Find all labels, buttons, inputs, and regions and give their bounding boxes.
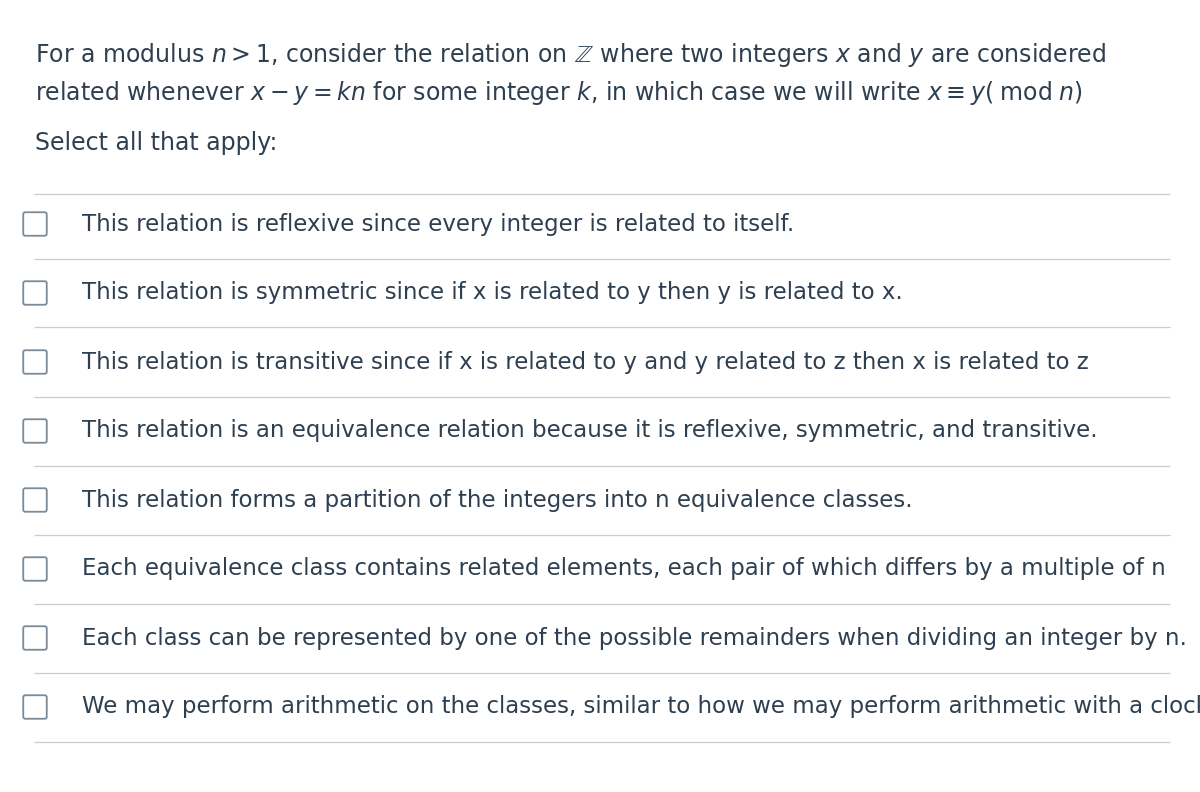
Text: This relation is reflexive since every integer is related to itself.: This relation is reflexive since every i…: [82, 212, 794, 235]
Text: Each class can be represented by one of the possible remainders when dividing an: Each class can be represented by one of …: [82, 626, 1187, 649]
Text: This relation is transitive since if x is related to y and y related to z then x: This relation is transitive since if x i…: [82, 351, 1088, 374]
Text: This relation is an equivalence relation because it is reflexive, symmetric, and: This relation is an equivalence relation…: [82, 420, 1098, 443]
Text: For a modulus $n > 1$, consider the relation on $\mathbb{Z}$ where two integers : For a modulus $n > 1$, consider the rela…: [35, 41, 1106, 69]
Text: We may perform arithmetic on the classes, similar to how we may perform arithmet: We may perform arithmetic on the classes…: [82, 695, 1200, 718]
FancyBboxPatch shape: [23, 488, 47, 512]
FancyBboxPatch shape: [23, 212, 47, 236]
FancyBboxPatch shape: [23, 419, 47, 443]
Text: This relation is symmetric since if x is related to y then y is related to x.: This relation is symmetric since if x is…: [82, 281, 902, 304]
FancyBboxPatch shape: [23, 558, 47, 581]
Text: Each equivalence class contains related elements, each pair of which differs by : Each equivalence class contains related …: [82, 558, 1165, 581]
Text: Select all that apply:: Select all that apply:: [35, 131, 277, 155]
FancyBboxPatch shape: [23, 350, 47, 374]
Text: This relation forms a partition of the integers into n equivalence classes.: This relation forms a partition of the i…: [82, 489, 913, 512]
Text: related whenever $x - y = kn$ for some integer $k$, in which case we will write : related whenever $x - y = kn$ for some i…: [35, 79, 1082, 107]
FancyBboxPatch shape: [23, 695, 47, 719]
FancyBboxPatch shape: [23, 281, 47, 305]
FancyBboxPatch shape: [23, 626, 47, 649]
